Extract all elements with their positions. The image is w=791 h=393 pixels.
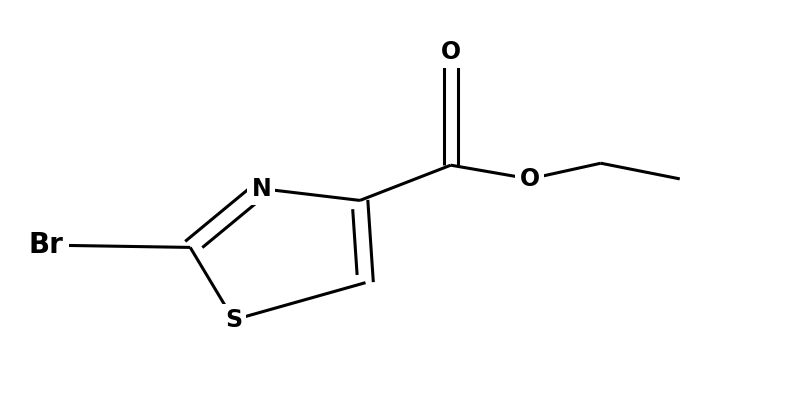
Text: O: O [441,40,461,64]
Text: O: O [520,167,539,191]
Text: N: N [252,177,271,201]
Text: Br: Br [29,231,64,259]
Text: S: S [225,308,242,332]
